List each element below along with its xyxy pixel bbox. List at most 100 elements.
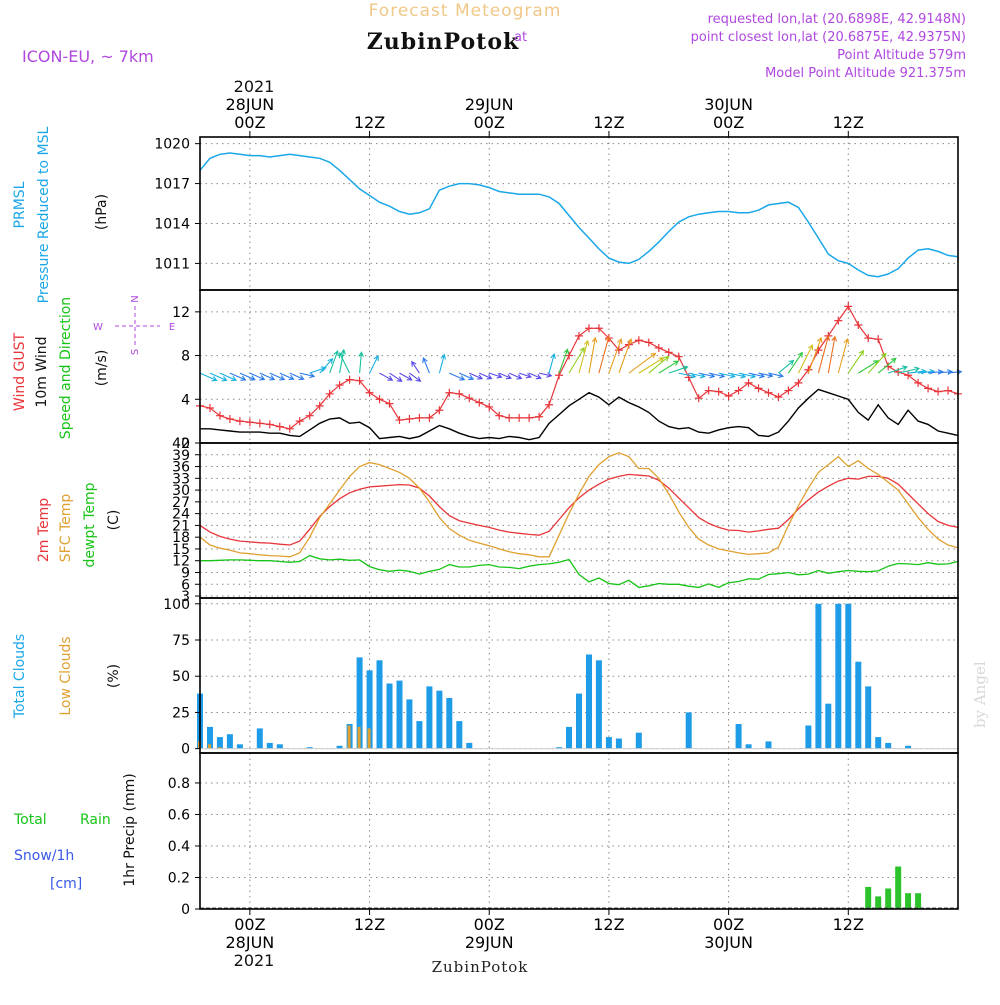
wind-gust-marker [565, 351, 574, 360]
rain-bar [905, 893, 912, 909]
temp-2m-line [199, 473, 959, 546]
wind-direction-arrow [422, 357, 430, 374]
wind-direction-arrow [379, 372, 394, 381]
wind-direction-arrow [608, 338, 623, 374]
wind-direction-arrow [548, 352, 556, 374]
wind-gust-marker [584, 324, 593, 333]
wind-direction-arrow [628, 352, 657, 374]
wind-gust-marker [325, 389, 334, 398]
wind-direction-arrow [249, 372, 266, 381]
clouds-ytick-label: 75 [172, 633, 190, 649]
precip-unit: 1hr Precip (mm) [122, 773, 138, 886]
clouds-label-2: Low Clouds [58, 636, 74, 715]
wind-gust-marker [674, 352, 683, 361]
top-time-label: 00Z [234, 113, 265, 132]
wind-gust-marker [205, 404, 214, 413]
pressure-line [199, 152, 959, 278]
wind-gust-marker [714, 387, 723, 396]
wind-gust-marker [215, 411, 224, 420]
wind-compass: N S E W [93, 295, 175, 355]
wind-ytick-label: 8 [181, 349, 190, 365]
temperature-ytick-label: 12 [172, 554, 190, 570]
clouds-ytick-label: 0 [181, 742, 190, 758]
wind-gust-marker [375, 395, 384, 404]
frame-layer [199, 136, 959, 910]
wind-direction-arrow [528, 372, 542, 380]
compass-e: E [169, 322, 175, 333]
total-cloud-bar [745, 744, 752, 749]
wind-direction-arrow [578, 339, 590, 374]
wind-gust-marker [944, 386, 953, 395]
temperature-ytick-label: 33 [172, 471, 190, 487]
location-title: ZubinPotok [367, 29, 520, 55]
wind-direction-arrow [519, 372, 532, 379]
wind-gust-marker [445, 388, 454, 397]
total-cloud-bar [266, 742, 273, 749]
wind-gust-marker [664, 348, 673, 357]
wind-gust-marker [834, 316, 843, 325]
wind-gust-marker [255, 419, 264, 428]
precip-frame [199, 752, 959, 910]
wind-direction-arrow [787, 351, 803, 374]
wind-gust-marker [634, 336, 643, 345]
temperature-ytick-label: 18 [172, 530, 190, 546]
temperature-ytick-label: 39 [172, 448, 190, 464]
precip-snow-label: Snow/1h [14, 848, 74, 864]
wind-direction-arrow [877, 357, 897, 374]
wind-direction-arrow [498, 372, 512, 380]
wind-direction-arrow [558, 348, 569, 374]
wind-direction-arrow [778, 359, 795, 374]
temp-dewpt-line [200, 554, 959, 589]
precip-total-label: Total [13, 812, 47, 828]
total-cloud-bar [436, 690, 443, 749]
wind-gust-marker [425, 413, 434, 422]
wind-direction-arrow [229, 372, 247, 381]
total-cloud-bar [416, 721, 423, 749]
top-time-label: 12Z [354, 113, 385, 132]
wind-direction-arrow [817, 334, 831, 374]
bottom-day-label: 30JUN [704, 933, 753, 952]
wind-direction-arrow [648, 355, 670, 374]
top-time-label: 00Z [474, 113, 505, 132]
wind-direction-arrow [479, 372, 493, 380]
rain-bar [885, 888, 892, 909]
axis-layer: 1011101410171020048123691215182124273033… [154, 95, 864, 952]
rain-bar [895, 866, 902, 909]
low-cloud-bar [208, 744, 211, 749]
wind-gust-marker [415, 413, 424, 422]
wind-direction-arrow [199, 372, 218, 382]
wind-gust-marker [814, 346, 823, 355]
wind-direction-arrow [269, 372, 286, 381]
wind-direction-arrow [459, 372, 475, 381]
total-cloud-bar [605, 737, 612, 749]
closest-coords: point closest lon,lat (20.6875E, 42.9375… [691, 30, 966, 45]
top-day-label: 28JUN [225, 95, 274, 114]
wind-direction-arrow [289, 372, 305, 381]
model-name: ICON-EU, ~ 7km [22, 47, 154, 66]
wind-gust-line [199, 305, 959, 430]
closest-prefix: at [514, 30, 527, 45]
top-day-label: 30JUN [704, 95, 753, 114]
low-cloud-bar [367, 728, 371, 749]
pressure-unit: (hPa) [94, 194, 110, 230]
wind-gust-marker [265, 420, 274, 429]
wind-gust-marker [505, 413, 514, 422]
data-layer [196, 152, 963, 909]
wind-gust-marker [724, 392, 733, 401]
total-cloud-bar [386, 683, 393, 749]
wind-gust-marker [395, 416, 404, 425]
wind-direction-arrow [399, 372, 413, 381]
wind-direction-arrow [568, 346, 585, 374]
wind-direction-arrow [658, 360, 680, 374]
total-cloud-bar [595, 660, 602, 749]
top-time-label: 00Z [713, 113, 744, 132]
wind-gust-marker [764, 388, 773, 397]
precip-ytick-label: 0.4 [168, 839, 190, 855]
wind-gust-marker [774, 393, 783, 402]
watermark: by Angel [971, 661, 989, 728]
bottom-year: 2021 [234, 951, 275, 970]
wind-gust-marker [934, 387, 943, 396]
total-cloud-bar [276, 744, 283, 749]
bottom-time-label: 00Z [474, 915, 505, 934]
